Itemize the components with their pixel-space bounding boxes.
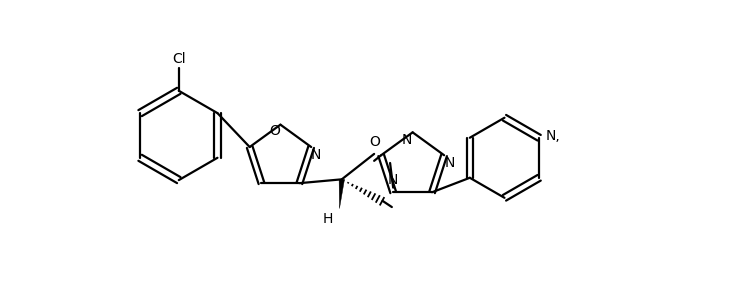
Text: H: H (323, 212, 333, 226)
Text: Cl: Cl (172, 52, 186, 66)
Polygon shape (339, 179, 345, 209)
Text: N: N (311, 148, 321, 162)
Text: O: O (269, 124, 280, 138)
Text: N: N (402, 133, 413, 147)
Text: N,: N, (546, 129, 561, 143)
Text: N: N (388, 173, 399, 187)
Text: N: N (444, 156, 455, 170)
Text: O: O (370, 135, 380, 148)
